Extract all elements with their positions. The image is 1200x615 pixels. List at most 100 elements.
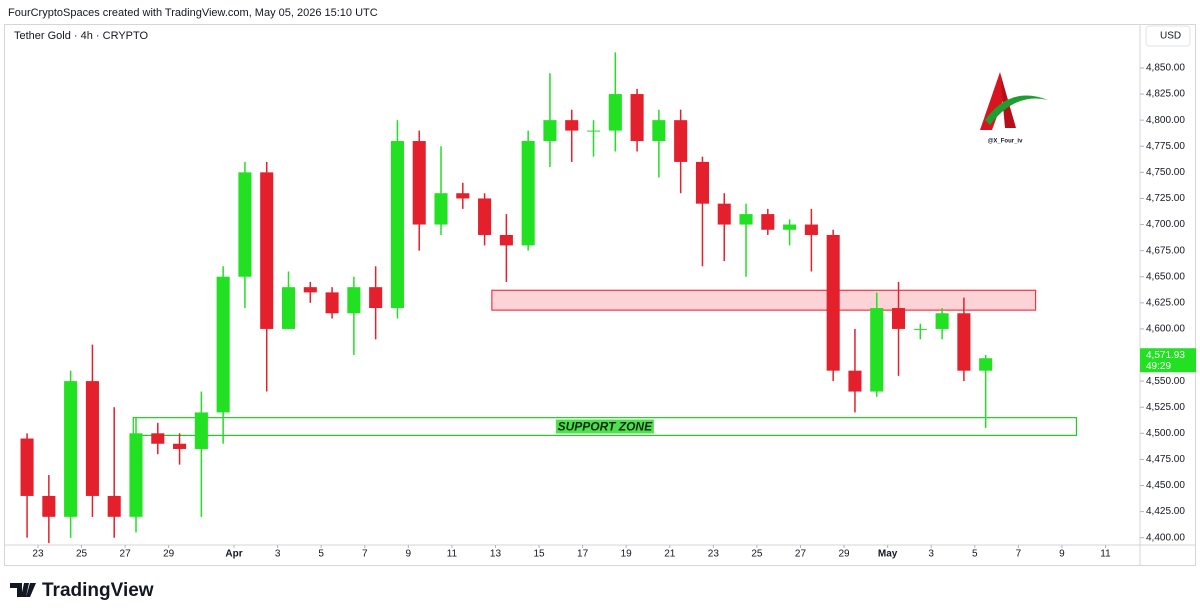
x-tick-label: 7 [1016, 549, 1022, 560]
candle-body [303, 287, 317, 293]
y-tick-label: 4,475.00 [1146, 454, 1185, 465]
candle-body [913, 328, 927, 330]
y-tick-label: 4,675.00 [1146, 245, 1185, 256]
x-tick-label: 5 [318, 549, 324, 560]
y-tick-label: 4,850.00 [1146, 63, 1185, 74]
candle-body [630, 94, 644, 142]
y-tick-label: 4,775.00 [1146, 141, 1185, 152]
candle-body [20, 438, 34, 496]
x-tick-label: 5 [972, 549, 978, 560]
last-price-label: 4,571.93 [1146, 350, 1185, 361]
y-tick-label: 4,400.00 [1146, 532, 1185, 543]
candle-body [608, 94, 622, 131]
x-tick-label: 29 [163, 549, 175, 560]
y-tick-label: 4,450.00 [1146, 480, 1185, 491]
candle-body [347, 287, 361, 314]
footer-brand: TradingView [42, 580, 154, 601]
y-tick-label: 4,825.00 [1146, 89, 1185, 100]
candle-body [826, 234, 840, 371]
watermark-logo: @X_Four_iv [980, 72, 1048, 145]
x-tick-label: 9 [406, 549, 412, 560]
watermark: @X_Four_iv [988, 139, 1024, 145]
zone [491, 289, 1037, 311]
candle-body [216, 276, 230, 413]
candle-body [129, 433, 143, 517]
candle-body [521, 141, 535, 246]
y-tick-label: 4,625.00 [1146, 297, 1185, 308]
candle-body [369, 287, 383, 309]
candle-body [935, 313, 949, 329]
candle-body [107, 495, 121, 517]
y-tick-label: 4,500.00 [1146, 428, 1185, 439]
candle-body [390, 141, 404, 309]
x-tick-label: 29 [839, 549, 851, 560]
y-tick-label: 4,525.00 [1146, 402, 1185, 413]
y-tick-label: 4,800.00 [1146, 115, 1185, 126]
candle-body [783, 224, 797, 230]
chart-title: Tether Gold · 4h · CRYPTO [14, 30, 149, 42]
candle-body [761, 214, 775, 230]
x-tick-label: 15 [533, 549, 545, 560]
candle-body [281, 287, 296, 329]
y-tick-label: 4,725.00 [1146, 193, 1185, 204]
currency: USD [1160, 31, 1181, 42]
candle-body [85, 381, 99, 496]
countdown: 49:29 [1146, 361, 1171, 372]
candle-body [543, 120, 557, 142]
candle-body [957, 313, 971, 371]
x-tick-label: 23 [32, 549, 44, 560]
candle-body [586, 130, 601, 132]
candle-body [804, 224, 818, 235]
credit: FourCryptoSpaces created with TradingVie… [8, 7, 378, 19]
footer-logo: TradingView [10, 580, 154, 601]
x-tick-label: 3 [928, 549, 934, 560]
x-tick-label: 7 [362, 549, 368, 560]
candle-body [434, 193, 448, 225]
candle-body [652, 120, 666, 142]
candle-body [194, 412, 208, 449]
x-tick-label: 25 [751, 549, 763, 560]
candle-body [260, 172, 274, 329]
candle-body [739, 214, 753, 225]
candle-body [717, 203, 731, 225]
zone [132, 417, 1078, 436]
x-tick-label: 9 [1059, 549, 1065, 560]
x-tick-label: 11 [447, 549, 458, 560]
candle-body [238, 172, 252, 277]
x-tick-label: Apr [225, 549, 242, 560]
candle-body [674, 120, 688, 162]
candle-body [42, 495, 56, 517]
x-tick-label: May [878, 549, 898, 560]
zone-label-bg [555, 419, 654, 434]
candle-body [478, 198, 492, 235]
candle-body [173, 443, 187, 449]
x-tick-label: 27 [795, 549, 807, 560]
candle-body [848, 370, 862, 392]
candle-body [870, 308, 884, 392]
x-tick-label: 3 [275, 549, 281, 560]
candle-body [891, 308, 906, 329]
candle-body [325, 292, 339, 314]
plot-area [20, 52, 1078, 543]
y-tick-label: 4,425.00 [1146, 506, 1185, 517]
x-tick-label: 19 [621, 549, 633, 560]
y-tick-label: 4,650.00 [1146, 271, 1185, 282]
x-tick-label: 27 [120, 549, 132, 560]
currency-box [1145, 25, 1191, 47]
x-tick-label: 13 [490, 549, 502, 560]
candle-body [499, 234, 513, 246]
x-tick-label: 11 [1100, 549, 1111, 560]
x-tick-label: 23 [708, 549, 720, 560]
y-tick-label: 4,700.00 [1146, 219, 1185, 230]
zone-label: SUPPORT ZONE [558, 420, 653, 434]
candle-body [412, 141, 426, 225]
y-tick-label: 4,550.00 [1146, 376, 1185, 387]
x-tick-label: 21 [664, 549, 676, 560]
candle-body [979, 358, 993, 371]
candle-body [695, 161, 709, 204]
candle-body [64, 381, 78, 517]
y-tick-label: 4,750.00 [1146, 167, 1185, 178]
candle-body [151, 433, 165, 444]
y-tick-label: 4,600.00 [1146, 324, 1185, 335]
